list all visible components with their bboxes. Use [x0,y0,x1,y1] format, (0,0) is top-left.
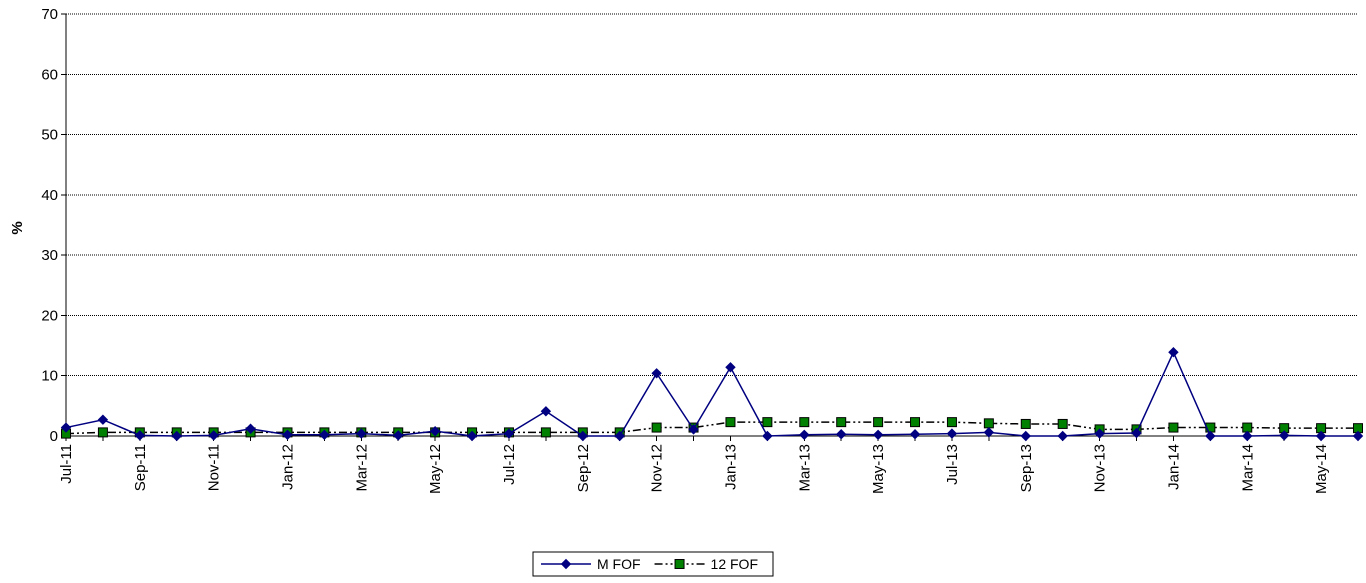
series-layer [60,346,1364,442]
x-tick-label: Sep-12 [575,444,592,492]
y-tick-label: 10 [41,368,58,385]
data-point-m-fof [1057,430,1068,442]
data-point-m-fof [688,424,699,435]
data-point-12-fof [97,427,108,438]
data-point-12-fof [651,422,662,433]
legend-label-12-fof: 12 FOF [711,556,758,572]
data-point-m-fof [1278,430,1290,441]
x-tick-label: May-14 [1313,444,1330,494]
legend-marker-m-fof [560,558,572,570]
y-tick-label: 40 [41,187,58,204]
data-point-m-fof [356,428,367,439]
series-line-12-fof [65,421,1358,435]
data-point-m-fof [983,427,995,438]
x-tick-label: Sep-11 [132,444,149,491]
x-tick-label: Jan-14 [1165,444,1182,490]
data-point-m-fof [872,429,884,441]
data-point-m-fof [208,430,219,441]
data-point-12-fof [1057,418,1068,429]
data-point-12-fof [873,417,884,428]
axes: 0 10 20 30 40 50 60 70 Jul-11 Sep-11 Nov-11 Jan-12 M… [41,6,1359,494]
data-point-m-fof [1131,427,1142,439]
data-point-m-fof [319,429,330,441]
data-point-m-fof [393,430,404,441]
data-point-12-fof [1020,418,1031,429]
x-tick-label: Mar-12 [353,444,370,492]
data-point-12-fof [836,417,847,428]
legend-marker-12-fof [674,559,685,569]
y-tick-label: 30 [41,247,58,264]
data-point-m-fof [171,430,182,442]
gridlines [66,13,1358,377]
data-point-m-fof [799,429,810,441]
data-point-12-fof [762,417,773,428]
series-m-fof [60,346,1364,442]
data-point-12-fof [946,417,957,428]
y-tick-label: 60 [41,66,58,83]
x-tick-label: May-13 [870,444,887,494]
data-point-12-fof [799,417,810,428]
x-tick-label: Mar-14 [1239,444,1256,492]
legend-item-m-fof: M FOF [541,556,641,572]
x-tick-label: Jan-12 [279,444,296,490]
x-tick-label: Jul-12 [501,444,518,485]
data-point-m-fof [540,406,552,417]
x-tick-label: Nov-11 [206,444,223,491]
data-point-m-fof [762,430,773,442]
y-tick-label: 20 [41,307,58,324]
legend-label-m-fof: M FOF [597,556,641,572]
y-tick-label: 0 [50,428,58,445]
data-point-m-fof [282,429,293,441]
data-point-m-fof [1205,430,1216,442]
x-tick-label: Mar-13 [796,444,813,492]
data-point-m-fof [1094,428,1105,439]
data-point-m-fof [577,430,589,442]
data-point-12-fof [725,417,736,428]
data-point-12-fof [910,417,921,428]
data-point-m-fof [1352,430,1364,442]
x-tick-label: Sep-13 [1018,444,1035,492]
x-tick-label: Nov-13 [1092,444,1109,492]
data-point-m-fof [614,430,625,442]
data-point-m-fof [651,368,662,379]
data-point-12-fof [1242,422,1253,433]
data-point-12-fof [1168,422,1179,433]
legend-item-12-fof: 12 FOF [654,556,758,572]
data-point-m-fof [1242,430,1253,442]
data-point-m-fof [946,428,958,439]
series-12-fof [61,417,1363,439]
data-point-12-fof [983,418,994,429]
data-point-m-fof [909,428,921,440]
series-line-m-fof [65,350,1358,437]
legend: M FOF 12 FOF [532,551,774,577]
data-point-m-fof [429,425,441,437]
data-point-m-fof [503,428,515,439]
y-axis-label: % [9,221,26,234]
x-tick-label: Jan-13 [722,444,739,490]
data-point-m-fof [835,428,847,440]
x-tick-label: Jul-11 [58,444,75,484]
data-point-m-fof [1315,430,1327,442]
data-point-m-fof [60,422,72,433]
x-tick-label: Nov-12 [649,444,666,492]
data-point-m-fof [1168,346,1179,358]
data-point-m-fof [245,423,256,434]
data-point-m-fof [97,414,109,425]
data-point-m-fof [725,362,736,373]
data-point-m-fof [134,430,146,441]
data-point-m-fof [466,430,478,442]
x-tick-label: May-12 [427,444,444,494]
data-point-m-fof [1020,430,1031,442]
x-tick-label: Jul-13 [944,444,961,485]
y-tick-label: 50 [41,127,58,144]
data-point-12-fof [540,427,551,438]
y-tick-label: 70 [41,6,58,23]
